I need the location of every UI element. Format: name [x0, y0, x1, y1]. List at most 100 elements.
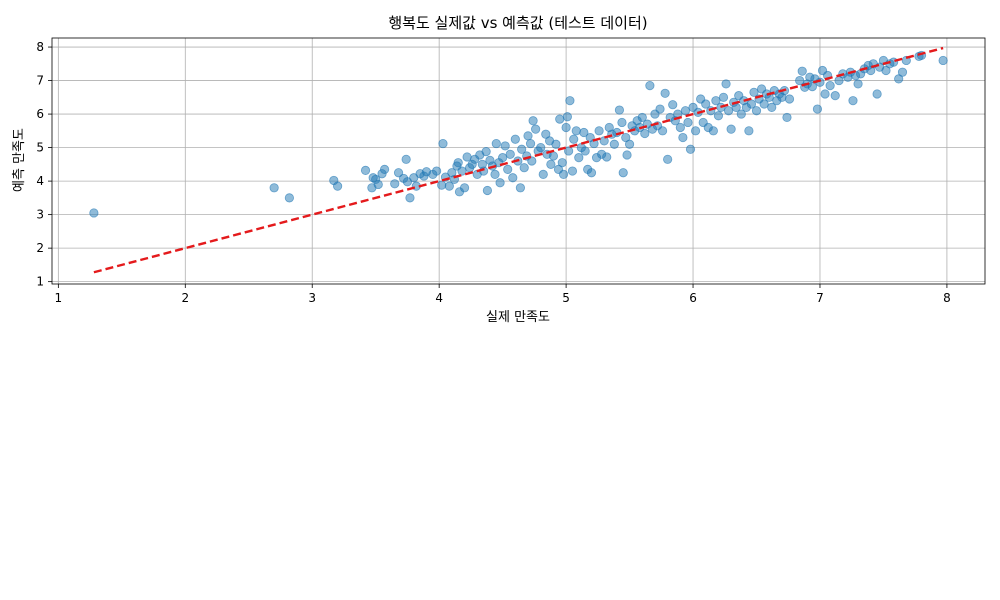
data-point	[490, 169, 500, 180]
data-point	[459, 183, 470, 193]
data-point	[645, 80, 655, 91]
data-point	[574, 153, 584, 163]
data-point	[565, 96, 575, 106]
data-point	[432, 166, 442, 176]
data-point	[527, 156, 537, 166]
data-point	[528, 116, 538, 126]
data-point	[580, 146, 590, 156]
data-point	[500, 141, 510, 151]
plot-frame	[51, 37, 986, 285]
data-point	[538, 169, 548, 180]
data-point	[718, 92, 729, 102]
data-point	[711, 96, 721, 106]
data-point	[437, 180, 447, 190]
data-point	[517, 144, 527, 154]
data-point	[379, 164, 390, 174]
data-point	[795, 75, 805, 86]
data-point	[333, 181, 343, 191]
data-point	[558, 169, 569, 180]
scatter-points	[89, 50, 948, 218]
data-point	[853, 79, 863, 89]
x-tick-label: 3	[308, 291, 316, 305]
data-point	[897, 67, 908, 77]
y-tick-label: 1	[36, 275, 44, 289]
data-point	[617, 117, 627, 128]
data-point	[726, 124, 736, 134]
data-point	[685, 144, 696, 154]
data-point	[624, 139, 635, 149]
data-point	[525, 138, 536, 149]
data-point	[618, 168, 628, 178]
data-point	[515, 183, 526, 193]
data-point	[660, 88, 670, 98]
data-point	[284, 193, 294, 203]
data-point	[498, 153, 508, 163]
data-point	[562, 112, 572, 122]
x-tick-label: 8	[943, 291, 951, 305]
data-point	[373, 179, 383, 190]
x-tick-label: 6	[689, 291, 697, 305]
data-point	[657, 126, 668, 136]
data-point	[668, 100, 678, 110]
data-point	[462, 152, 472, 162]
data-point	[567, 166, 578, 176]
data-point	[713, 111, 724, 121]
data-point	[938, 55, 948, 66]
data-point	[555, 114, 565, 124]
data-point	[744, 126, 754, 136]
y-tick-label: 5	[36, 141, 44, 155]
data-point	[536, 142, 546, 153]
x-tick-label: 7	[816, 291, 824, 305]
data-point	[782, 112, 792, 123]
data-point	[797, 66, 807, 76]
data-point	[564, 146, 574, 156]
x-axis-label: 실제 만족도	[486, 310, 550, 325]
data-point	[622, 150, 632, 160]
x-tick-label: 5	[562, 291, 570, 305]
data-point	[767, 102, 777, 112]
data-point	[751, 106, 762, 116]
data-point	[393, 168, 404, 178]
data-point	[708, 126, 718, 136]
y-tick-label: 4	[36, 174, 44, 188]
data-point	[523, 131, 533, 141]
data-point	[655, 104, 665, 114]
data-point	[784, 94, 795, 104]
data-point	[675, 122, 685, 133]
data-point	[759, 99, 769, 109]
data-point	[505, 149, 515, 159]
data-point	[438, 138, 448, 149]
x-tick-label: 4	[435, 291, 443, 305]
data-point	[609, 139, 619, 149]
data-point	[599, 136, 609, 146]
y-tick-label: 6	[36, 107, 44, 121]
data-point	[551, 139, 561, 149]
data-point	[548, 151, 559, 161]
data-point	[546, 159, 556, 169]
data-point	[481, 147, 491, 157]
reference-line	[93, 46, 944, 274]
data-point	[508, 173, 518, 183]
data-point	[269, 183, 279, 193]
data-point	[637, 112, 647, 123]
data-point	[360, 165, 371, 175]
data-point	[820, 89, 830, 99]
data-point	[89, 208, 99, 218]
y-axis-ticks: 1 2 3 4 5 6 7 8	[36, 40, 52, 289]
data-point	[503, 164, 513, 174]
data-point	[557, 158, 567, 168]
data-point	[848, 96, 858, 106]
data-point	[678, 132, 688, 143]
data-point	[579, 127, 589, 138]
data-point	[872, 89, 882, 99]
y-axis-label: 예측 만족도	[12, 128, 27, 192]
data-point	[825, 80, 835, 91]
data-point	[405, 193, 415, 203]
data-point	[701, 99, 711, 109]
data-point	[586, 168, 597, 178]
data-point	[690, 126, 701, 136]
data-point	[444, 181, 454, 191]
data-point	[401, 154, 411, 164]
data-point	[453, 158, 463, 168]
data-point	[531, 124, 541, 134]
